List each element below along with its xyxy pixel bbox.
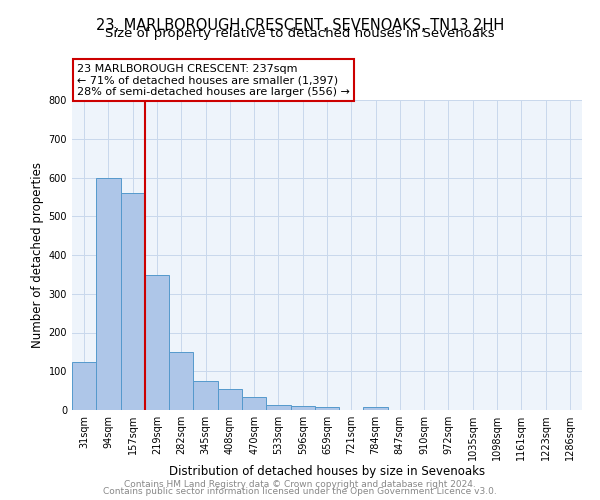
- Bar: [364, 407, 388, 410]
- Text: Contains public sector information licensed under the Open Government Licence v3: Contains public sector information licen…: [103, 487, 497, 496]
- Text: Contains HM Land Registry data © Crown copyright and database right 2024.: Contains HM Land Registry data © Crown c…: [124, 480, 476, 489]
- Bar: [266, 404, 290, 410]
- Bar: [96, 178, 121, 410]
- Bar: [169, 352, 193, 410]
- Bar: [218, 388, 242, 410]
- Bar: [121, 193, 145, 410]
- Y-axis label: Number of detached properties: Number of detached properties: [31, 162, 44, 348]
- Bar: [145, 275, 169, 410]
- Text: Size of property relative to detached houses in Sevenoaks: Size of property relative to detached ho…: [105, 28, 495, 40]
- Bar: [72, 362, 96, 410]
- Bar: [315, 408, 339, 410]
- Text: 23 MARLBOROUGH CRESCENT: 237sqm
← 71% of detached houses are smaller (1,397)
28%: 23 MARLBOROUGH CRESCENT: 237sqm ← 71% of…: [77, 64, 350, 97]
- Text: 23, MARLBOROUGH CRESCENT, SEVENOAKS, TN13 2HH: 23, MARLBOROUGH CRESCENT, SEVENOAKS, TN1…: [96, 18, 504, 32]
- X-axis label: Distribution of detached houses by size in Sevenoaks: Distribution of detached houses by size …: [169, 464, 485, 477]
- Bar: [242, 397, 266, 410]
- Bar: [290, 406, 315, 410]
- Bar: [193, 381, 218, 410]
